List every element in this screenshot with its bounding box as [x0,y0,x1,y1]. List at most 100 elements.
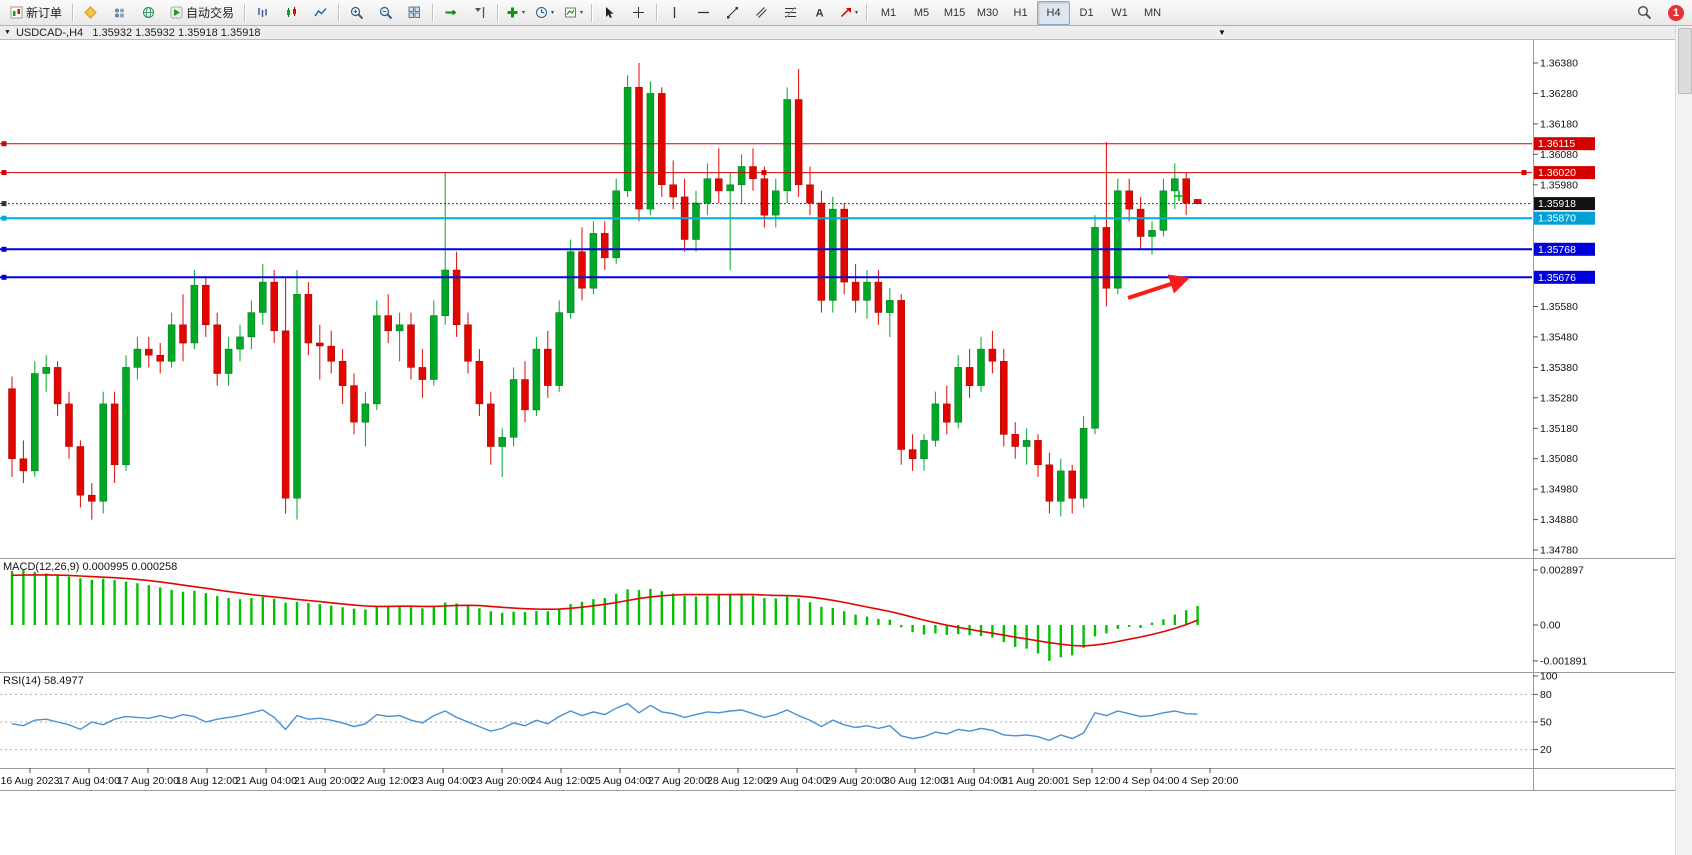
new-order-button[interactable]: 新订单 [3,1,69,25]
candle-body [133,348,142,368]
price-axis-label: 1.36180 [1540,118,1578,130]
new-order-icon [10,6,23,19]
periods-button[interactable]: ▾ [530,1,559,25]
time-axis-label: 21 Aug 04:00 [235,775,297,787]
rsi-label: RSI(14) 58.4977 [3,675,84,687]
candle-body [156,354,164,362]
toolbar-separator [338,3,340,22]
dropdown-caret-icon: ▾ [855,10,859,16]
candle-body [1068,470,1076,499]
price-axis-label: 1.35280 [1540,392,1578,404]
price-badge [1534,166,1595,180]
scrollbar-thumb[interactable] [1678,28,1692,94]
level-handle[interactable] [1,246,7,252]
level-handle[interactable] [1,215,7,221]
timeframe-d1-button[interactable]: D1 [1079,6,1094,19]
timeframe-m15-button[interactable]: M15 [943,6,966,19]
metaeditor-button[interactable] [76,1,105,25]
bar-chart-button[interactable] [248,1,277,25]
chart-shift-button[interactable] [465,1,494,25]
price-badge-label: 1.36020 [1538,167,1576,179]
chart-canvas[interactable]: 1.36115 1.36020 1.35918 1.35870 1.35768 1.356… [0,40,1675,855]
level-handle[interactable] [1,274,7,280]
level-handle[interactable] [761,170,767,176]
vertical-line-button[interactable] [660,1,689,25]
candle-body [920,440,928,459]
candle-body [1045,464,1054,502]
time-axis-label: 31 Aug 04:00 [943,775,1005,787]
timeframe-w1-button[interactable]: W1 [1111,6,1128,19]
price-axis-label: 1.34780 [1540,545,1578,557]
level-handle[interactable] [1521,170,1527,176]
time-axis-label: 23 Aug 20:00 [471,775,533,787]
candle-body [806,184,814,204]
candle-body [122,367,130,466]
annotation-arrow[interactable] [1127,274,1190,300]
level-handle[interactable] [1,141,7,147]
help-button[interactable] [134,1,163,25]
timeframe-h4-button[interactable]: H4 [1037,0,1071,25]
collapse-chart-icon[interactable]: ▼ [4,29,11,36]
candle-body [703,178,712,204]
line-chart-button[interactable] [306,1,335,25]
templates-button[interactable]: ▾ [559,1,588,25]
cursor-button[interactable] [595,1,624,25]
candle-body [316,342,324,347]
time-axis-label: 4 Sep 04:00 [1123,775,1180,787]
level-handle[interactable] [1,201,7,207]
indicators-button[interactable]: ▾ [501,1,530,25]
candle-body [76,446,85,496]
notification-badge[interactable]: 1 [1668,4,1684,21]
candle-body [988,348,997,362]
autotrading-play-icon [170,6,183,19]
zoom-in-button[interactable] [342,1,371,25]
timeframe-m1-button[interactable]: M1 [880,6,897,19]
candle-body [1171,178,1179,192]
auto-scroll-button[interactable] [436,1,465,25]
candle-body [42,367,50,374]
price-axis-label: 1.35080 [1540,453,1578,465]
vertical-scrollbar[interactable] [1675,26,1692,855]
toolbar-separator [866,3,868,22]
crosshair-button[interactable] [624,1,653,25]
candle-body [1182,178,1190,204]
channel-button[interactable] [747,1,776,25]
toolbar-separator [244,3,246,22]
autotrading-button[interactable]: 自动交易 [163,1,241,25]
candle-body [1057,470,1065,502]
price-axis-label: 1.36280 [1540,88,1578,100]
candle-body [817,202,826,301]
fibonacci-icon [784,6,797,19]
trendline-button[interactable] [718,1,747,25]
macd-label: MACD(12,26,9) 0.000995 0.000258 [3,561,177,573]
timeframe-mn-button[interactable]: MN [1143,6,1162,19]
arrows-button[interactable]: ▾ [834,1,863,25]
cursor-arrow-icon [603,6,616,19]
fibonacci-button[interactable] [776,1,805,25]
price-badge-label: 1.35918 [1538,198,1576,210]
candle-body [863,281,871,301]
zoom-out-button[interactable] [371,1,400,25]
candle-body [783,99,791,192]
candlestick-chart-button[interactable] [277,1,306,25]
level-handle[interactable] [1,170,7,176]
price-badge-label: 1.35768 [1538,244,1576,256]
candle-body [840,208,848,283]
candle-body [293,294,301,499]
timeframe-m30-button[interactable]: M30 [976,6,999,19]
price-axis-label: 1.36080 [1540,149,1578,161]
text-button[interactable]: A [805,1,834,25]
candle-body [452,269,461,326]
community-button[interactable] [105,1,134,25]
horizontal-line-button[interactable] [689,1,718,25]
svg-text:A: A [816,8,824,20]
chart-shift-marker-icon[interactable]: ▼ [1218,28,1226,37]
rsi-axis-label: 100 [1540,671,1558,683]
toolbar: 新订单 自动交易 [0,0,1692,26]
tile-windows-button[interactable] [400,1,429,25]
timeframe-m5-button[interactable]: M5 [913,6,930,19]
search-button[interactable] [1630,1,1659,25]
candle-body [1034,440,1042,465]
candle-body [213,324,221,374]
timeframe-h1-button[interactable]: H1 [1013,6,1028,19]
